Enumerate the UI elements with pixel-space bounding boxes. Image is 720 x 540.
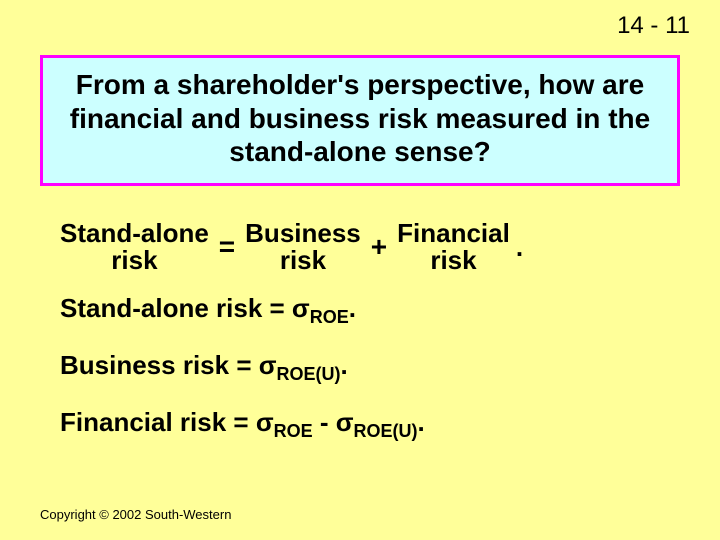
main-equation: Stand-alone risk = Business risk + Finan… xyxy=(60,220,680,275)
l2-sigma: σ xyxy=(259,350,277,380)
standalone-risk-line: Stand-alone risk = σROE. xyxy=(60,293,680,328)
eq-term-financial: Financial risk xyxy=(397,220,510,275)
l3-sub2: ROE(U) xyxy=(354,421,418,441)
title-text: From a shareholder's perspective, how ar… xyxy=(63,68,657,169)
l1-post: . xyxy=(349,293,356,323)
content-area: Stand-alone risk = Business risk + Finan… xyxy=(60,220,680,464)
eq-term2-line1: Business xyxy=(245,220,361,247)
l2-sub: ROE(U) xyxy=(277,364,341,384)
l3-mid: - xyxy=(313,407,336,437)
l3-sub1: ROE xyxy=(274,421,313,441)
business-risk-line: Business risk = σROE(U). xyxy=(60,350,680,385)
eq-term2-line2: risk xyxy=(245,247,361,274)
l1-pre: Stand-alone risk = xyxy=(60,293,292,323)
eq-term1-line2: risk xyxy=(60,247,209,274)
eq-equals: = xyxy=(209,231,245,263)
eq-term-standalone: Stand-alone risk xyxy=(60,220,209,275)
eq-plus: + xyxy=(361,231,397,263)
l1-sigma: σ xyxy=(292,293,310,323)
financial-risk-line: Financial risk = σROE - σROE(U). xyxy=(60,407,680,442)
l2-pre: Business risk = xyxy=(60,350,259,380)
title-box: From a shareholder's perspective, how ar… xyxy=(40,55,680,186)
l2-post: . xyxy=(341,350,348,380)
l3-post: . xyxy=(418,407,425,437)
eq-term3-line1: Financial xyxy=(397,220,510,247)
l3-pre: Financial risk = xyxy=(60,407,256,437)
eq-term3-line2: risk xyxy=(397,247,510,274)
eq-period: . xyxy=(510,232,523,263)
l1-sub: ROE xyxy=(310,307,349,327)
eq-term1-line1: Stand-alone xyxy=(60,220,209,247)
eq-term-business: Business risk xyxy=(245,220,361,275)
l3-sigma2: σ xyxy=(336,407,354,437)
copyright-text: Copyright © 2002 South-Western xyxy=(40,507,231,522)
page-number: 14 - 11 xyxy=(617,12,690,40)
l3-sigma1: σ xyxy=(256,407,274,437)
